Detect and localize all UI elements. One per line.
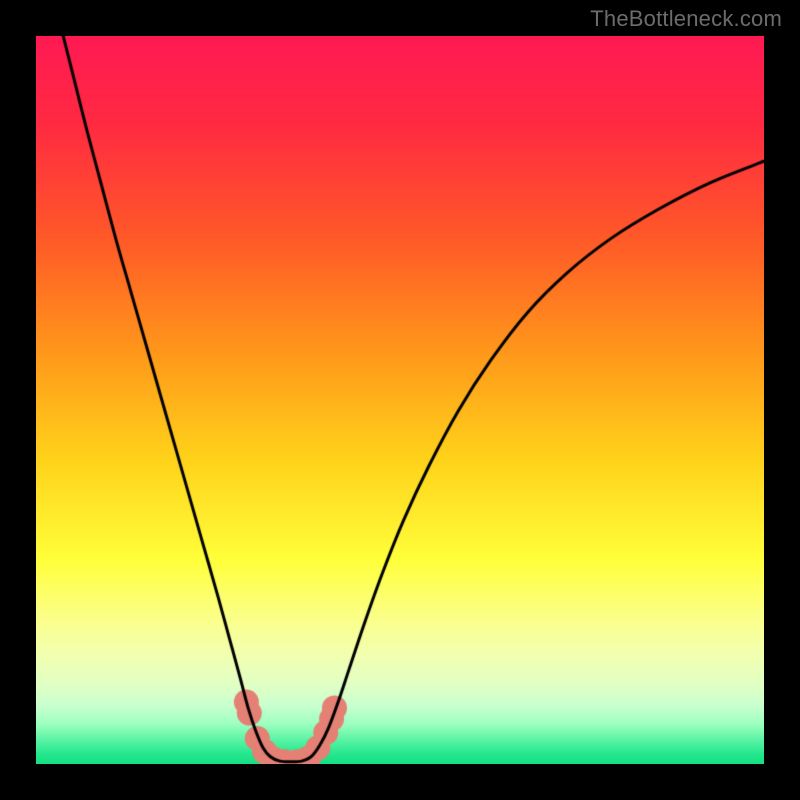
curve-layer xyxy=(36,36,764,764)
stage: TheBottleneck.com xyxy=(0,0,800,800)
plot-area xyxy=(36,36,764,764)
watermark-text: TheBottleneck.com xyxy=(590,6,782,32)
